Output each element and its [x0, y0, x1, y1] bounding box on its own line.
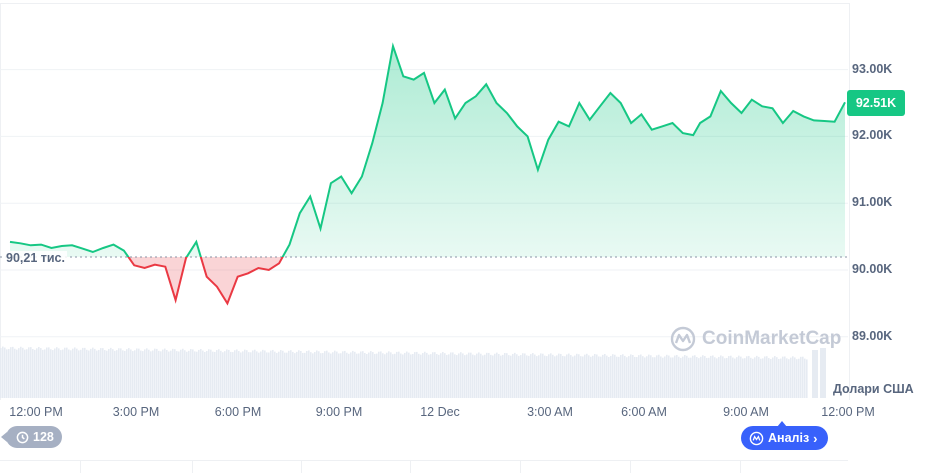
chevron-right-icon: ›	[813, 430, 818, 446]
watermark-text: CoinMarketCap	[702, 328, 842, 349]
chart-frame	[0, 3, 850, 400]
watermark: CoinMarketCap	[670, 326, 841, 352]
y-tick-label: 93.00K	[852, 61, 893, 76]
x-tick-label: 3:00 AM	[527, 405, 573, 419]
x-tick-label: 6:00 AM	[621, 405, 667, 419]
price-line-up	[9, 42, 846, 257]
volume-bars	[0, 346, 826, 398]
analysis-button[interactable]: Аналіз ›	[741, 421, 828, 450]
ai-chat-icon	[749, 431, 764, 445]
current-price-badge: 92.51K	[847, 90, 905, 116]
history-chip[interactable]: 128	[1, 426, 62, 448]
analysis-label: Аналіз	[768, 431, 810, 445]
history-count: 128	[33, 430, 54, 444]
x-tick-label: 12:00 PM	[821, 405, 875, 419]
coinmarketcap-logo-icon	[670, 326, 696, 352]
y-tick-label: 90.00K	[852, 262, 893, 276]
x-tick-label: 9:00 AM	[723, 405, 769, 419]
x-tick-label: 12:00 PM	[9, 405, 63, 419]
baseline-label: 90,21 тис.	[4, 251, 67, 265]
currency-label: Долари США	[833, 382, 914, 396]
x-tick-label: 12 Dec	[420, 405, 460, 419]
bottom-grid	[0, 460, 848, 473]
price-line-down	[127, 257, 284, 306]
x-tick-label: 6:00 PM	[214, 405, 262, 419]
area-fill-down	[10, 257, 845, 304]
y-tick-label: 92.00K	[852, 128, 893, 143]
y-tick-label: 89.00K	[852, 328, 893, 343]
x-tick-label: 9:00 PM	[315, 405, 363, 419]
x-tick-label: 3:00 PM	[112, 405, 160, 419]
price-chart[interactable]	[0, 0, 936, 400]
y-tick-label: 91.00K	[852, 195, 893, 210]
history-icon	[16, 431, 29, 443]
area-fill-up	[10, 46, 845, 257]
